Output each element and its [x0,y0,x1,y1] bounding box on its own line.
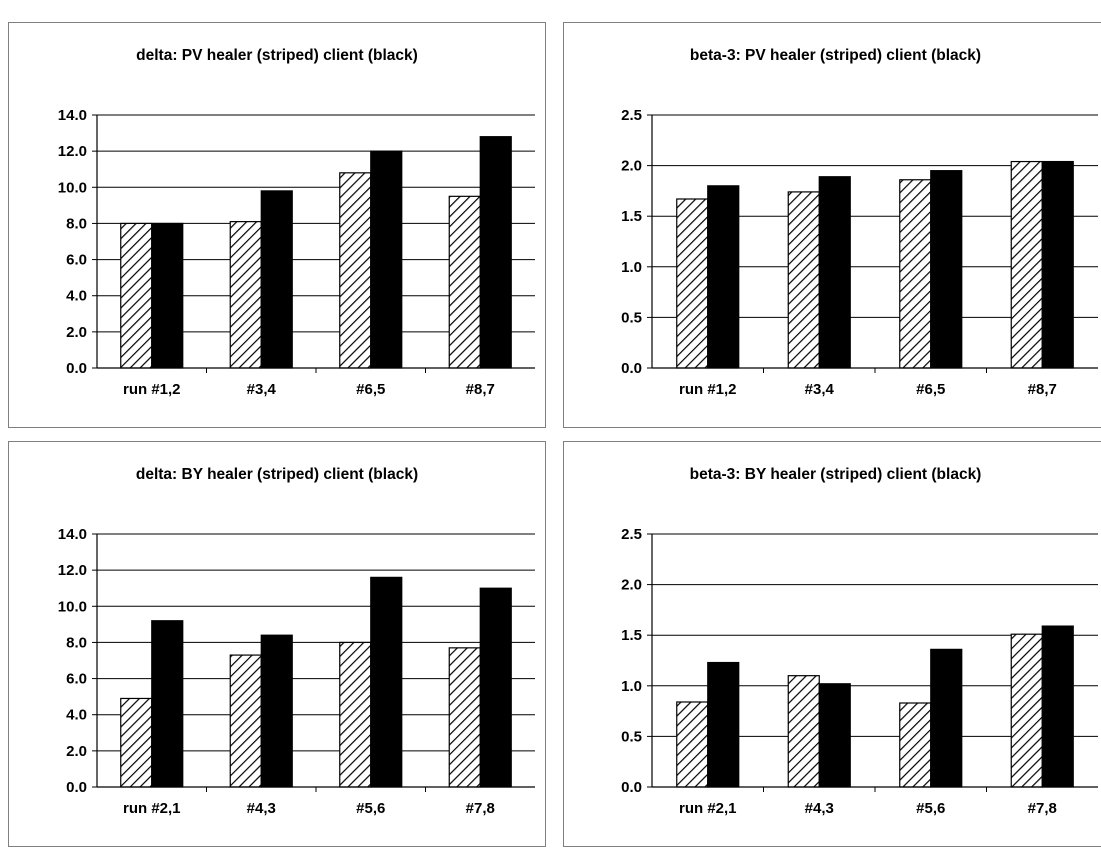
y-tick-label: 10.0 [58,598,87,615]
y-tick-label: 12.0 [58,143,87,160]
bar-client [1041,625,1074,788]
bar-client [930,170,963,369]
bar-chart-delta-pv: 0.0 2.0 4.0 6.0 8.0 10.0 12.0 14.0 run #1,2 #3,4 #… [58,107,535,398]
y-tick-label: 6.0 [66,252,87,269]
bar-healer [229,654,262,788]
y-tick-label: 14.0 [58,526,87,543]
bar-healer [787,191,820,369]
chart-title: beta-3: PV healer (striped) client (blac… [689,47,982,64]
y-tick-label: 8.0 [66,634,87,651]
bar-healer [339,641,372,788]
chart-title: beta-3: BY healer (striped) client (blac… [689,466,982,483]
x-tick-label: #6,5 [356,381,385,398]
x-tick-label: #6,5 [916,381,945,398]
y-tick-label: 10.0 [58,179,87,196]
bar-healer [120,222,153,369]
bar-client [707,661,740,788]
bar-client [260,190,293,369]
bar-chart-delta-by: 0.0 2.0 4.0 6.0 8.0 10.0 12.0 14.0 run #2,1 #4,3 #… [58,526,535,817]
y-tick-label: 2.5 [621,526,642,543]
y-tick-label: 1.0 [621,678,642,695]
y-tick-label: 2.0 [621,158,642,175]
y-tick-label: 4.0 [66,288,87,305]
y-tick-label: 8.0 [66,215,87,232]
x-tick-label: run #1,2 [679,381,737,398]
y-tick-label: 0.0 [66,360,87,377]
bar-healer [899,179,932,369]
bar-healer [676,701,709,788]
bar-healer [339,172,372,369]
x-tick-label: #5,6 [356,800,385,817]
x-tick-label: #5,6 [916,800,945,817]
x-tick-label: #4,3 [805,800,834,817]
bar-client [370,576,403,788]
x-tick-label: #3,4 [805,381,835,398]
bar-healer [676,198,709,369]
bar-client [1041,160,1074,369]
bar-client [930,648,963,788]
bar-client [707,185,740,369]
bar-client [479,587,512,788]
bar-healer [787,675,820,788]
y-tick-label: 14.0 [58,107,87,124]
bar-client [151,222,184,369]
x-tick-label: run #2,1 [123,800,181,817]
bar-chart-beta3-by: 0.0 0.5 1.0 1.5 2.0 2.5 run #2,1 #4,3 #5,6 #7,8 [621,526,1098,817]
bar-healer [229,221,262,369]
y-tick-label: 12.0 [58,562,87,579]
bar-client [479,136,512,369]
y-tick-label: 1.0 [621,259,642,276]
bar-client [260,634,293,788]
y-tick-label: 1.5 [621,208,642,225]
y-tick-label: 1.5 [621,627,642,644]
x-tick-label: run #2,1 [679,800,737,817]
y-tick-label: 2.0 [66,324,87,341]
x-tick-label: #7,8 [466,800,495,817]
bar-healer [1010,633,1043,788]
bar-healer [448,195,481,369]
x-tick-label: #4,3 [247,800,276,817]
bar-healer [120,697,153,788]
bar-client [818,176,851,369]
bar-healer [448,647,481,788]
chart-panel-beta3-by: beta-3: BY healer (striped) client (blac… [563,441,1101,847]
chart-panel-delta-by: delta: BY healer (striped) client (black… [8,441,546,847]
y-tick-label: 0.0 [621,360,642,377]
y-tick-label: 0.0 [621,779,642,796]
chart-panel-delta-pv: delta: PV healer (striped) client (black… [8,22,546,428]
y-tick-label: 6.0 [66,671,87,688]
y-tick-label: 2.0 [621,577,642,594]
bar-client [151,620,184,788]
bar-chart-beta3-pv: 0.0 0.5 1.0 1.5 2.0 2.5 run #1,2 #3,4 #6,5 #8,7 [621,107,1098,398]
x-tick-label: #7,8 [1028,800,1057,817]
chart-title: delta: PV healer (striped) client (black… [136,47,418,64]
y-tick-label: 0.5 [621,309,642,326]
x-tick-label: #8,7 [1028,381,1057,398]
chart-title: delta: BY healer (striped) client (black… [135,466,419,483]
x-tick-label: run #1,2 [123,381,181,398]
y-tick-label: 0.0 [66,779,87,796]
y-tick-label: 4.0 [66,707,87,724]
bar-healer [1010,160,1043,369]
bar-healer [899,702,932,788]
y-tick-label: 0.5 [621,728,642,745]
bar-client [818,683,851,788]
bar-client [370,150,403,369]
x-tick-label: #8,7 [466,381,495,398]
chart-panel-beta3-pv: beta-3: PV healer (striped) client (blac… [563,22,1101,428]
x-tick-label: #3,4 [247,381,277,398]
y-tick-label: 2.5 [621,107,642,124]
y-tick-label: 2.0 [66,743,87,760]
